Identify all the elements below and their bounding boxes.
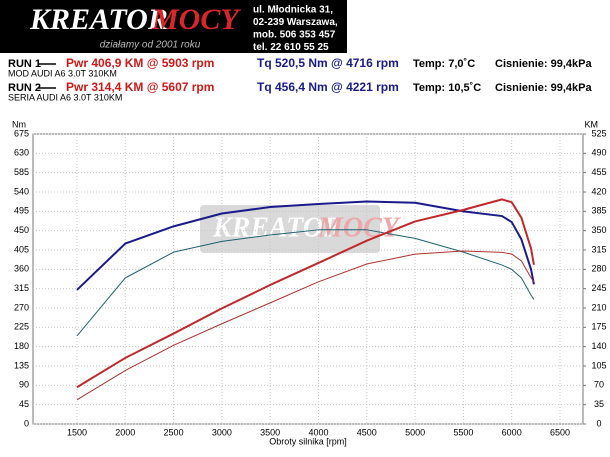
y-tick-label: 270: [14, 302, 29, 312]
y-tick-label: 90: [19, 380, 29, 390]
tagline: działamy od 2001 roku: [100, 40, 201, 51]
address-line: tel. 22 610 55 25: [253, 42, 329, 53]
y2-tick-label: 105: [591, 360, 606, 370]
run-temp: Temp: 7,0˚C: [413, 58, 475, 70]
run-power: Pwr 314,4 KM @ 5607 rpm: [66, 80, 214, 94]
y2-tick-label: 455: [591, 167, 606, 177]
series-line: [76, 200, 535, 291]
address-line: mob. 506 353 457: [253, 30, 336, 41]
x-tick-label: 4500: [357, 427, 377, 437]
watermark-accent: MOCY: [317, 212, 402, 243]
y-tick-label: 675: [14, 128, 29, 138]
y2-tick-label: 385: [591, 206, 606, 216]
watermark-brand: KREATOR: [212, 212, 342, 243]
y2-tick-label: 70: [594, 380, 604, 390]
y-tick-label: 360: [14, 264, 29, 274]
y2-tick-label: 525: [591, 128, 606, 138]
y2-tick-label: 350: [591, 225, 606, 235]
y-tick-label: 180: [14, 341, 29, 351]
header-bar: [0, 0, 347, 53]
watermark-bg: [200, 205, 380, 253]
brand: KREATOR: [29, 3, 168, 36]
address-line: 02-239 Warszawa,: [253, 17, 338, 28]
x-tick-label: 4000: [308, 427, 328, 437]
y2-tick-label: 35: [594, 399, 604, 409]
y2-tick-label: 175: [591, 322, 606, 332]
y-tick-label: 450: [14, 225, 29, 235]
y2-tick-label: 0: [596, 418, 601, 428]
x-tick-label: 5000: [405, 427, 425, 437]
x-tick-label: 1500: [67, 427, 87, 437]
x-tick-label: 6000: [502, 427, 522, 437]
y-axis-label: Nm: [12, 119, 26, 129]
run-pressure: Cisnienie: 99,4kPa: [495, 82, 592, 94]
x-tick-label: 3000: [212, 427, 232, 437]
run-power: Pwr 406,9 KM @ 5903 rpm: [66, 56, 214, 70]
y2-tick-label: 420: [591, 186, 606, 196]
run-model: MOD AUDI A6 3.0T 310KM: [8, 68, 117, 78]
y-tick-label: 585: [14, 167, 29, 177]
y2-tick-label: 315: [591, 244, 606, 254]
x-tick-label: 3500: [260, 427, 280, 437]
y2-tick-label: 490: [591, 148, 606, 158]
x-tick-label: 6500: [550, 427, 570, 437]
y-tick-label: 225: [14, 322, 29, 332]
series-line: [76, 198, 535, 389]
y-tick-label: 495: [14, 206, 29, 216]
y-tick-label: 0: [24, 418, 29, 428]
run-model: SERIA AUDI A6 3.0T 310KM: [8, 92, 122, 102]
y2-tick-label: 245: [591, 283, 606, 293]
y2-axis-label: KM: [585, 119, 599, 129]
x-axis-label: Obroty silnika [rpm]: [269, 436, 347, 446]
y-tick-label: 630: [14, 148, 29, 158]
run-torque: Tq 520,5 Nm @ 4716 rpm: [257, 56, 399, 70]
y-tick-label: 405: [14, 244, 29, 254]
run-temp: Temp: 10,5˚C: [413, 82, 481, 94]
y2-tick-label: 140: [591, 341, 606, 351]
y-tick-label: 315: [14, 283, 29, 293]
x-tick-label: 2500: [164, 427, 184, 437]
y2-tick-label: 280: [591, 264, 606, 274]
run-label: RUN 1: [8, 58, 41, 70]
address-line: ul. Młodnicka 31,: [253, 5, 333, 16]
watermark: KREATOR MOCY: [200, 205, 402, 253]
run-pressure: Cisnienie: 99,4kPa: [495, 58, 592, 70]
address: ul. Młodnicka 31,02-239 Warszawa, mob. 50…: [253, 5, 338, 54]
x-tick-label: 2000: [115, 427, 135, 437]
y2-tick-label: 210: [591, 302, 606, 312]
run-torque: Tq 456,4 Nm @ 4221 rpm: [257, 80, 399, 94]
series-line: [76, 229, 535, 337]
brand-accent: MOCY: [151, 3, 241, 36]
run-label: RUN 2: [8, 82, 41, 94]
run-legend: RUN 1 Pwr 406,9 KM @ 5903 rpm Tq 520,5 Nm …: [8, 56, 592, 102]
y-tick-label: 45: [19, 399, 29, 409]
plot-frame: [32, 133, 584, 425]
y-tick-label: 540: [14, 186, 29, 196]
x-tick-label: 5500: [453, 427, 473, 437]
y-tick-label: 135: [14, 360, 29, 370]
series-line: [76, 250, 535, 401]
